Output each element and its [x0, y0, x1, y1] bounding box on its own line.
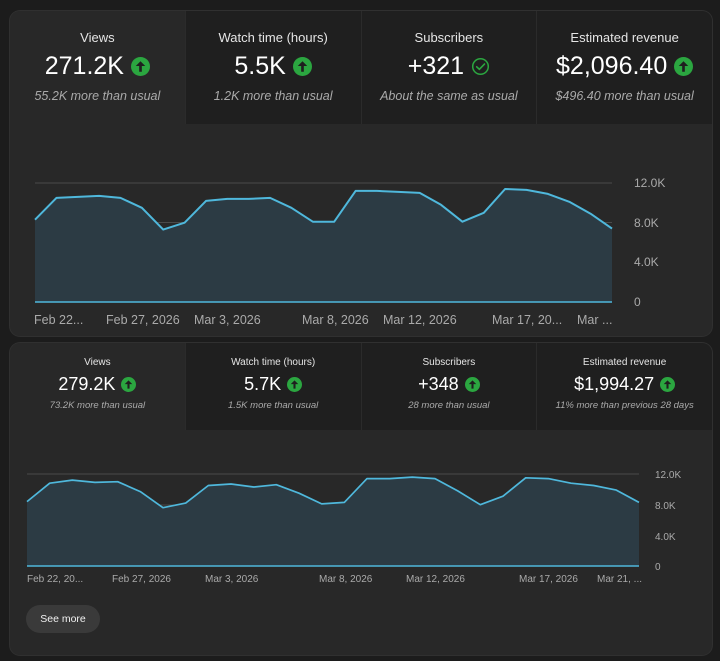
- y-tick-label: 8.0K: [634, 216, 659, 230]
- metric-value: 5.7K: [244, 373, 282, 394]
- metric-value: 5.5K: [234, 51, 286, 80]
- x-tick-label: Mar 21, ...: [597, 574, 642, 585]
- metric-tabs: Views 279.2K 73.2K more than usual Watch…: [10, 343, 712, 430]
- views-chart: 12.0K 8.0K 4.0K 0 Feb 22... Feb 27, 2026…: [34, 176, 665, 327]
- arrow-up-icon: [131, 56, 150, 76]
- y-tick-label: 12.0K: [655, 470, 681, 481]
- y-tick-label: 4.0K: [634, 255, 659, 269]
- metric-comparison: About the same as usual: [380, 89, 518, 103]
- chart-area: [35, 189, 612, 302]
- metric-tab-subscribers[interactable]: Subscribers +348 28 more than usual: [361, 343, 538, 430]
- metric-label: Subscribers: [414, 30, 484, 45]
- metric-tabs: Views 271.2K 55.2K more than usual Watch…: [10, 11, 712, 124]
- metric-value: +321: [407, 51, 465, 80]
- metric-tab-watch-time[interactable]: Watch time (hours) 5.7K 1.5K more than u…: [185, 343, 362, 430]
- analytics-panel-1: Views 271.2K 55.2K more than usual Watch…: [10, 11, 712, 336]
- check-circle-icon: [471, 57, 490, 76]
- metric-value: 279.2K: [58, 373, 116, 394]
- y-tick-label: 12.0K: [634, 176, 665, 190]
- x-tick-label: Mar 12, 2026: [383, 313, 457, 327]
- metric-comparison: 1.2K more than usual: [213, 89, 333, 103]
- metric-value: 271.2K: [44, 51, 124, 80]
- x-tick-label: Feb 27, 2026: [112, 574, 171, 585]
- metric-tab-subscribers[interactable]: Subscribers +321 About the same as usual: [361, 11, 538, 124]
- metric-comparison: 11% more than previous 28 days: [555, 400, 694, 411]
- arrow-up-icon: [121, 376, 137, 392]
- x-tick-label: Mar 17, 20...: [492, 313, 562, 327]
- metric-label: Estimated revenue: [582, 357, 667, 368]
- metric-tab-views[interactable]: Views 271.2K 55.2K more than usual: [10, 11, 186, 124]
- arrow-up-icon: [660, 376, 676, 392]
- arrow-up-icon: [287, 376, 303, 392]
- metric-value: $2,096.40: [556, 51, 668, 80]
- y-tick-label: 8.0K: [655, 501, 676, 512]
- metric-comparison: 1.5K more than usual: [227, 400, 319, 411]
- metric-tab-views[interactable]: Views 279.2K 73.2K more than usual: [10, 343, 186, 430]
- metric-label: Watch time (hours): [231, 357, 316, 368]
- metric-comparison: 73.2K more than usual: [49, 400, 146, 411]
- y-tick-label: 0: [655, 562, 661, 573]
- x-tick-label: Mar 17, 2026: [519, 574, 578, 585]
- metric-tab-watch-time[interactable]: Watch time (hours) 5.5K 1.2K more than u…: [185, 11, 362, 124]
- metric-comparison: 28 more than usual: [408, 400, 490, 411]
- metric-tab-revenue[interactable]: Estimated revenue $2,096.40 $496.40 more…: [537, 11, 712, 124]
- x-tick-label: Mar 12, 2026: [406, 574, 465, 585]
- metric-value: $1,994.27: [574, 373, 655, 394]
- y-tick-label: 0: [634, 295, 641, 309]
- chart-line: [26, 476, 640, 509]
- x-tick-label: Feb 22, 20...: [27, 574, 83, 585]
- metric-label: Watch time (hours): [218, 30, 328, 45]
- metric-value: +348: [418, 373, 459, 394]
- arrow-up-icon: [292, 56, 312, 76]
- views-chart: 12.0K 8.0K 4.0K 0 Feb 22, 20... Feb 27, …: [26, 470, 681, 585]
- chart-line: [34, 188, 613, 231]
- metric-label: Estimated revenue: [570, 30, 679, 45]
- arrow-up-icon: [674, 56, 694, 76]
- metric-comparison: $496.40 more than usual: [555, 89, 694, 103]
- chart-area: [27, 477, 639, 566]
- metric-label: Views: [80, 30, 115, 45]
- arrow-up-icon: [464, 376, 480, 392]
- metric-tab-revenue[interactable]: Estimated revenue $1,994.27 11% more tha…: [537, 343, 712, 430]
- x-tick-label: Mar 8, 2026: [302, 313, 369, 327]
- x-tick-label: Feb 22...: [34, 313, 83, 327]
- x-tick-label: Feb 27, 2026: [106, 313, 180, 327]
- metric-label: Subscribers: [422, 357, 476, 368]
- see-more-button[interactable]: See more: [26, 605, 100, 633]
- x-tick-label: Mar 8, 2026: [319, 574, 373, 585]
- x-tick-label: Mar 3, 2026: [194, 313, 261, 327]
- metric-comparison: 55.2K more than usual: [34, 89, 161, 103]
- x-tick-label: Mar ...: [577, 313, 612, 327]
- analytics-panel-2: Views 279.2K 73.2K more than usual Watch…: [10, 343, 712, 655]
- x-tick-label: Mar 3, 2026: [205, 574, 259, 585]
- metric-label: Views: [84, 357, 111, 368]
- y-tick-label: 4.0K: [655, 532, 676, 543]
